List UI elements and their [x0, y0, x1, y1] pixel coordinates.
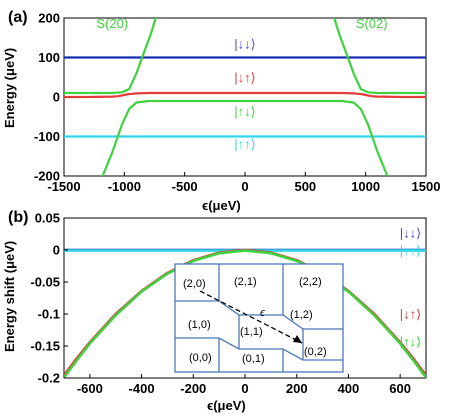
x-tick-label: -400 [129, 381, 155, 396]
inset-cell-11: (1,1) [240, 326, 263, 338]
panel-a-series [64, 18, 426, 176]
inset-cell-02: (0,2) [304, 346, 327, 358]
y-tick-label: -0.1 [38, 307, 60, 322]
series-clip-group [64, 248, 426, 378]
y-tick-label: 0.05 [35, 211, 60, 226]
detuning-arrow-label: ϵ [260, 307, 265, 319]
x-tick-label: 200 [286, 381, 308, 396]
panel-b: (b) -600 -400 -200 0 200 400 600 0.05 0 -0.05 -0.1… [2, 209, 427, 413]
y-tick-label: -0.15 [30, 339, 60, 354]
detuning-arrow [199, 290, 303, 344]
inset-cell-22: (2,2) [299, 276, 322, 288]
inset-cell-01: (0,1) [242, 353, 265, 365]
inset-boundary-1 [175, 300, 343, 330]
inset-boundary-2 [175, 337, 343, 361]
inset-cell-boundaries [175, 264, 343, 372]
series-clip-group [64, 18, 426, 176]
annotation-2: |↓↑⟩ [400, 306, 421, 321]
panel-a-ticks: -1500 -1000 -500 0 500 1000 1500-200-100010020… [34, 11, 440, 195]
panel-b-label: (b) [8, 209, 28, 226]
y-tick-label: 0 [53, 243, 60, 258]
series-line-4 [333, 18, 426, 95]
annotation-5: |↑↑⟩ [234, 136, 255, 151]
panel-b-series [64, 248, 426, 378]
inset-cell-20: (2,0) [183, 278, 206, 290]
inset-frame [174, 263, 344, 373]
x-tick-label: -600 [77, 381, 103, 396]
detuning-arrowhead [293, 335, 302, 343]
series-line-2 [64, 91, 426, 99]
x-tick-label: 0 [241, 179, 248, 194]
inset-cell-12: (1,2) [290, 309, 313, 321]
x-tick-label: 400 [338, 381, 360, 396]
inset-cell-00: (0,0) [189, 352, 212, 364]
y-tick-label: -0.05 [30, 275, 60, 290]
series-line-3 [64, 249, 426, 378]
y-tick-label: -0.2 [38, 371, 60, 386]
panel-a: (a) -1500 -1000 -500 0 500 1000 1500-200-10001… [2, 9, 440, 213]
series-line-3 [64, 18, 157, 95]
panel-b-xlabel: ϵ(μeV) [207, 398, 246, 413]
x-tick-label: -200 [180, 381, 206, 396]
y-tick-label: 100 [38, 50, 60, 65]
panel-a-annotations: S(20) S(02) |↓↓⟩ |↓↑⟩ |↑↓⟩ |↑↑⟩ [96, 16, 387, 151]
annotation-3: |↓↑⟩ [234, 70, 255, 85]
panel-a-ylabel: Energy (μeV) [2, 48, 17, 128]
series-line-5 [101, 99, 389, 176]
annotation-3: |↑↓⟩ [400, 334, 421, 349]
inset-cell-21: (2,1) [234, 276, 257, 288]
x-tick-label: 1500 [412, 179, 441, 194]
annotation-0: S(20) [96, 16, 128, 31]
y-tick-label: -200 [34, 169, 60, 184]
annotation-2: |↓↓⟩ [234, 36, 255, 51]
x-tick-label: 1000 [351, 179, 380, 194]
panel-a-xlabel: ϵ(μeV) [202, 198, 241, 213]
x-tick-label: 500 [294, 179, 316, 194]
inset-cell-10: (1,0) [188, 319, 211, 331]
panel-b-annotations: |↓↓⟩ |↑↑⟩ |↓↑⟩ |↑↓⟩ [400, 226, 421, 349]
annotation-0: |↓↓⟩ [400, 226, 421, 241]
y-tick-label: -100 [34, 129, 60, 144]
y-tick-label: 200 [38, 11, 60, 26]
panel-a-label: (a) [8, 9, 28, 26]
annotation-4: |↑↓⟩ [234, 104, 255, 119]
annotation-1: S(02) [356, 16, 388, 31]
x-tick-label: -1500 [47, 179, 80, 194]
x-tick-label: 0 [241, 381, 248, 396]
annotation-1: |↑↑⟩ [400, 243, 421, 258]
panel-b-ylabel: Energy shift (μeV) [2, 241, 17, 352]
x-tick-label: -500 [172, 179, 198, 194]
x-tick-label: 600 [389, 381, 411, 396]
x-tick-label: -1000 [108, 179, 141, 194]
y-tick-label: 0 [53, 90, 60, 105]
panel-b-ticks: -600 -400 -200 0 200 400 600 0.05 0 -0.05 -0.1 -0.1… [30, 211, 411, 397]
charge-stability-inset: (2,0) (2,1) (2,2) (1,0) (1,1) (1,2) (0,0… [174, 263, 344, 373]
